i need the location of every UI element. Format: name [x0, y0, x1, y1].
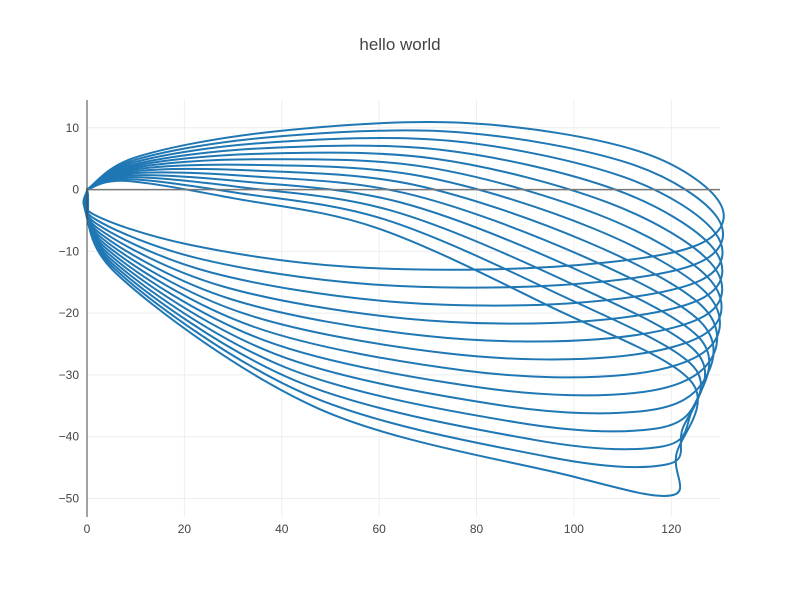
series-line-2 — [83, 129, 725, 289]
chart-title: hello world — [359, 35, 440, 54]
y-tick-label: −20 — [59, 306, 80, 320]
y-tick-label: −50 — [59, 491, 80, 505]
x-tick-label: 120 — [661, 522, 681, 536]
x-tick-label: 20 — [178, 522, 192, 536]
y-tick-label: −40 — [59, 430, 80, 444]
x-tick-label: 80 — [470, 522, 484, 536]
series-line-12 — [86, 178, 702, 469]
series-line-4 — [83, 144, 724, 325]
series-line-13 — [86, 179, 699, 497]
y-tick-label: 0 — [72, 183, 79, 197]
x-tick-label: 100 — [564, 522, 584, 536]
x-tick-label: 40 — [275, 522, 289, 536]
x-tick-label: 0 — [84, 522, 91, 536]
series-line-10 — [86, 174, 711, 433]
y-tick-label: −10 — [59, 244, 80, 258]
x-tick-label: 60 — [372, 522, 386, 536]
series-line-7 — [85, 163, 721, 379]
series-line-8 — [85, 168, 719, 397]
series-line-5 — [84, 151, 724, 343]
y-tick-label: −30 — [59, 368, 80, 382]
series-line-6 — [84, 158, 723, 361]
y-tick-label: 10 — [66, 121, 80, 135]
series-line-1 — [82, 121, 725, 271]
